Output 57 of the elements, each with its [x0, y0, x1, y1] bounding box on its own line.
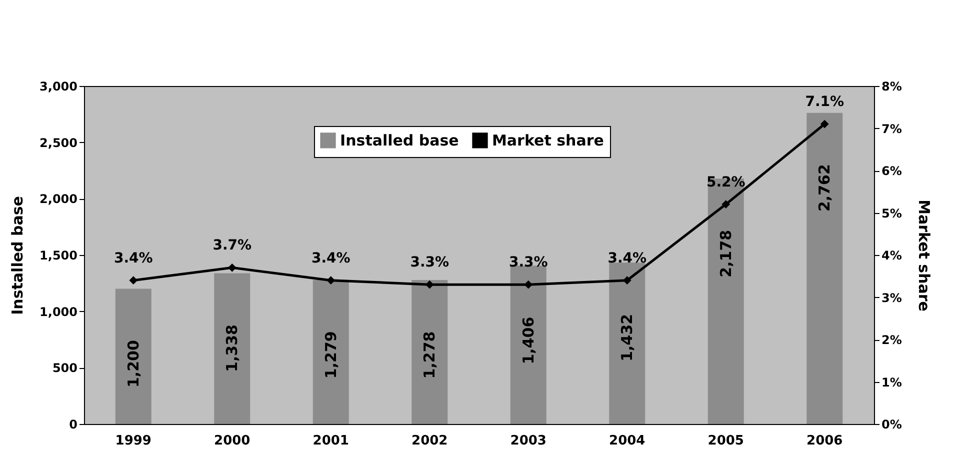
- x-tick-label: 2004: [609, 434, 646, 448]
- bar: [412, 280, 448, 424]
- data-label: 1,279: [322, 331, 340, 379]
- data-label: 1,338: [223, 324, 242, 372]
- data-label: 3.3%: [508, 254, 548, 271]
- data-label: 7.1%: [805, 94, 844, 110]
- data-label: 1,200: [124, 340, 142, 388]
- data-label: 3.7%: [212, 238, 252, 254]
- y2-tick-label: 3%: [882, 290, 902, 305]
- point: [326, 276, 336, 285]
- y-tick-label: 0: [69, 418, 78, 432]
- y2-tick-label: 1%: [882, 375, 902, 390]
- data-label: 2,762: [816, 164, 834, 212]
- y2-tick-label: 7%: [882, 122, 902, 136]
- data-label: 1,432: [618, 314, 636, 362]
- bar: [312, 280, 349, 424]
- data-label: 3.4%: [311, 250, 350, 266]
- y2-axis-title: Market share: [914, 200, 933, 312]
- bar: [510, 266, 546, 424]
- y2-tick-label: 0%: [882, 418, 902, 432]
- point: [722, 200, 730, 208]
- data-label: 1,406: [519, 316, 538, 364]
- y-tick-label: 1,500: [40, 248, 78, 262]
- x-tick-label: 2002: [412, 434, 448, 448]
- y-tick-label: 1,000: [40, 304, 78, 319]
- legend-label: Installed base: [340, 131, 459, 150]
- bar: [806, 112, 843, 424]
- y2-tick-label: 2%: [882, 333, 902, 347]
- x-tick-label: 2003: [510, 434, 546, 448]
- bar: [214, 273, 250, 424]
- data-label: 3.4%: [608, 250, 647, 266]
- y-tick-label: 3,000: [40, 80, 78, 94]
- data-label: 3.3%: [410, 254, 450, 271]
- y2-tick-label: 6%: [882, 164, 902, 178]
- bar: [609, 262, 646, 424]
- y2-tick-label: 8%: [882, 80, 902, 94]
- y2-tick-label: 4%: [882, 248, 902, 262]
- x-tick-label: 2000: [214, 434, 250, 448]
- point: [622, 276, 632, 285]
- y2-tick-label: 5%: [882, 206, 902, 220]
- point: [820, 120, 829, 128]
- data-label: 1,278: [420, 331, 439, 379]
- data-label: 2,178: [716, 230, 735, 278]
- x-tick-label: 2001: [312, 434, 349, 448]
- legend-label: Market share: [492, 131, 604, 150]
- bar: [115, 288, 152, 424]
- data-label: 3.4%: [114, 250, 153, 266]
- x-tick-label: 1999: [115, 434, 152, 448]
- y-tick-label: 2,000: [40, 192, 78, 206]
- y-axis-title: Installed base: [8, 196, 27, 315]
- x-tick-label: 2006: [806, 434, 843, 448]
- y-tick-label: 2,500: [40, 136, 78, 150]
- y-tick-label: 500: [52, 361, 78, 376]
- x-tick-label: 2005: [708, 434, 744, 448]
- data-label: 5.2%: [706, 174, 746, 190]
- point: [228, 263, 236, 272]
- point: [129, 276, 138, 285]
